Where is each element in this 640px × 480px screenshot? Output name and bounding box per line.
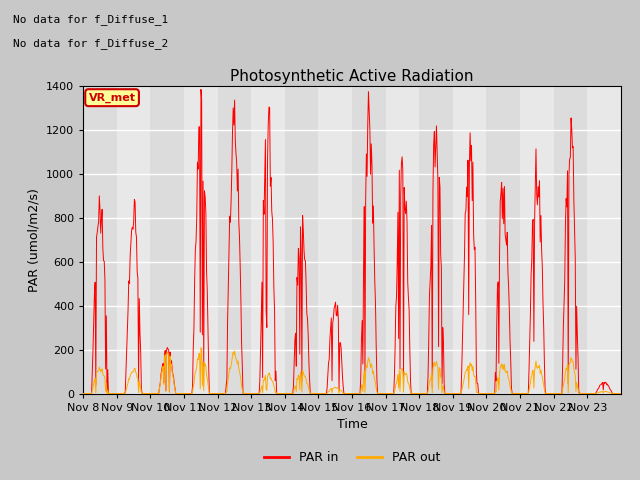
Bar xyxy=(385,86,419,394)
Bar xyxy=(520,86,554,394)
Bar xyxy=(319,86,352,394)
Bar xyxy=(285,86,319,394)
Bar xyxy=(83,86,116,394)
Bar xyxy=(116,86,150,394)
Bar xyxy=(150,86,184,394)
Bar xyxy=(218,86,251,394)
Y-axis label: PAR (umol/m2/s): PAR (umol/m2/s) xyxy=(28,188,40,292)
Bar xyxy=(352,86,385,394)
Bar xyxy=(419,86,453,394)
Bar xyxy=(588,86,621,394)
Bar xyxy=(486,86,520,394)
X-axis label: Time: Time xyxy=(337,418,367,431)
Text: No data for f_Diffuse_1: No data for f_Diffuse_1 xyxy=(13,14,168,25)
Bar xyxy=(251,86,285,394)
Legend: PAR in, PAR out: PAR in, PAR out xyxy=(259,446,445,469)
Bar xyxy=(554,86,588,394)
Bar xyxy=(184,86,218,394)
Text: VR_met: VR_met xyxy=(88,93,136,103)
Text: No data for f_Diffuse_2: No data for f_Diffuse_2 xyxy=(13,38,168,49)
Title: Photosynthetic Active Radiation: Photosynthetic Active Radiation xyxy=(230,69,474,84)
Bar xyxy=(452,86,486,394)
